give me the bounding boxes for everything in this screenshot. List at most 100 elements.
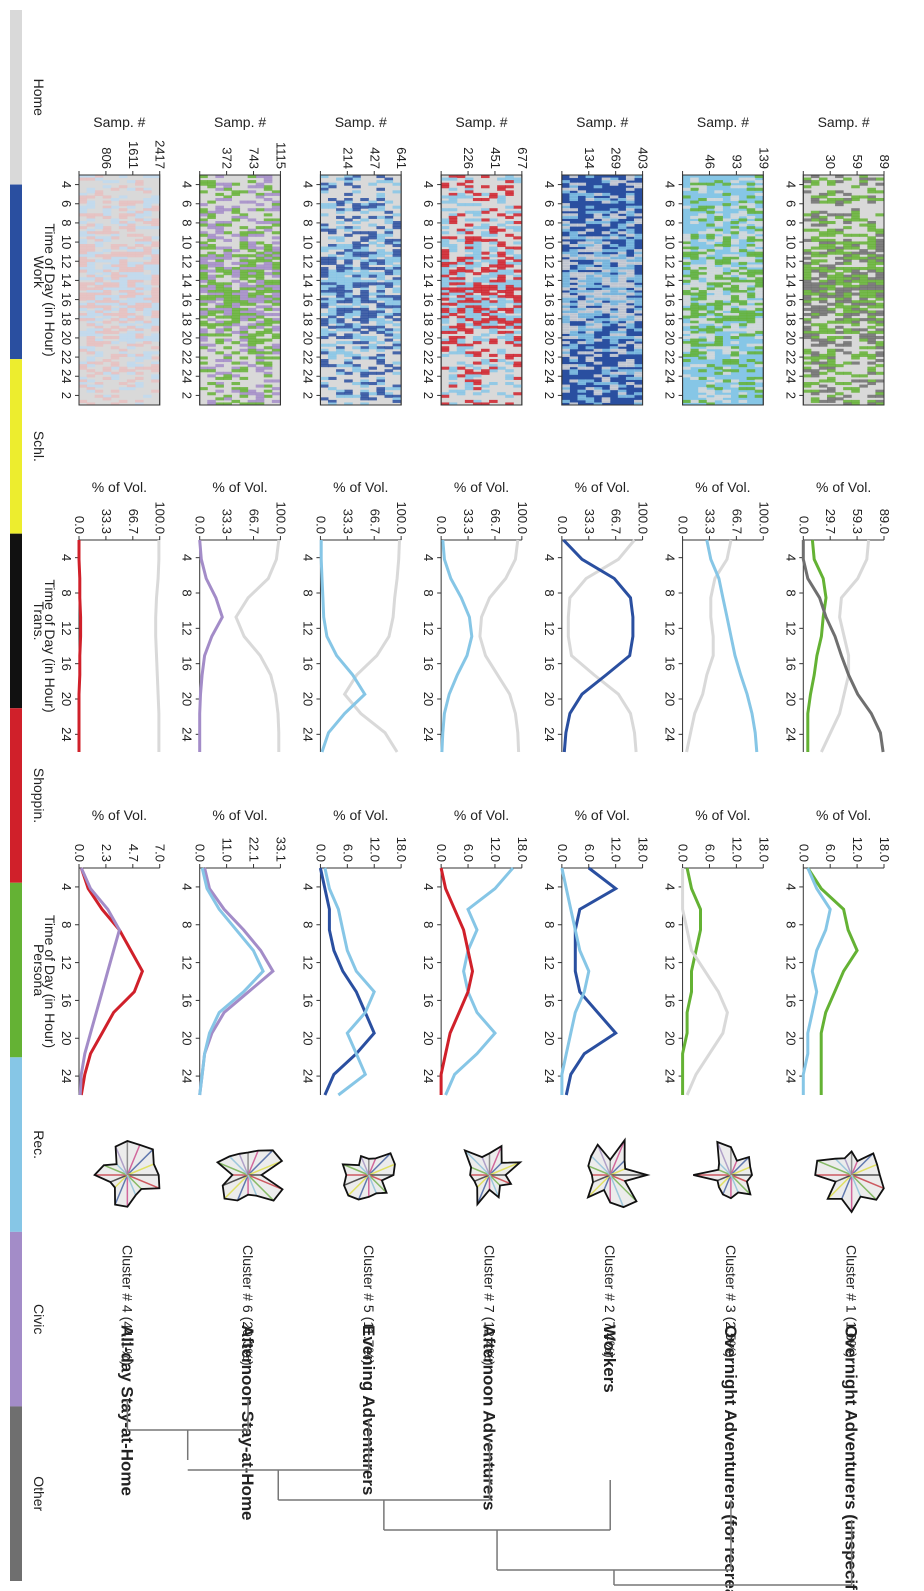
heatmap-cell — [867, 300, 876, 304]
heatmap-cell — [561, 287, 570, 291]
y-axis-label: Samp. # — [576, 114, 628, 130]
heatmap-cell — [199, 203, 208, 207]
heatmap-cell — [625, 371, 635, 375]
heatmap-cell — [263, 198, 273, 202]
heatmap-cell — [472, 261, 482, 265]
heatmap-cell — [497, 302, 506, 306]
heatmap-cell — [569, 182, 578, 186]
heatmap-cell — [843, 284, 852, 288]
heatmap-cell — [456, 195, 466, 199]
heatmap-cell — [569, 279, 578, 283]
heatmap-cell — [851, 320, 860, 324]
heatmap-cell — [448, 200, 458, 204]
heatmap-cell — [489, 338, 498, 342]
heatmap-cell — [94, 177, 104, 181]
series-line — [234, 539, 281, 752]
heatmap-cell — [706, 351, 715, 355]
heatmap-cell — [722, 302, 731, 306]
x-tick-label: 12 — [300, 955, 315, 969]
heatmap-cell — [706, 353, 715, 357]
heatmap-cell — [207, 348, 216, 352]
heatmap-cell — [706, 210, 715, 214]
heatmap-cell — [481, 218, 490, 222]
heatmap-cell — [826, 251, 836, 255]
heatmap-cell — [593, 302, 603, 306]
heatmap-cell — [730, 282, 740, 286]
x-tick-label: 12 — [421, 254, 436, 268]
heatmap-cell — [593, 292, 603, 296]
heatmap-cell — [682, 307, 691, 311]
heatmap-cell — [826, 366, 836, 370]
heatmap-cell — [682, 287, 691, 291]
x-tick-label: 4 — [421, 883, 436, 890]
heatmap-cell — [818, 254, 828, 258]
heatmap-cell — [352, 203, 361, 207]
heatmap-cell — [810, 282, 820, 286]
heatmap-cell — [843, 192, 852, 196]
heatmap-cell — [448, 244, 458, 248]
heatmap-cell — [818, 300, 828, 304]
heatmap-cell — [859, 241, 868, 245]
heatmap-cell — [319, 267, 329, 271]
heatmap-cell — [867, 371, 876, 375]
heatmap-cell — [593, 361, 603, 365]
heatmap-cell — [505, 307, 514, 311]
heatmap-cell — [577, 341, 587, 345]
heatmap-cell — [94, 244, 104, 248]
heatmap-cell — [730, 333, 740, 337]
heatmap-cell — [698, 287, 707, 291]
heatmap-cell — [126, 213, 136, 217]
heatmap-cell — [481, 305, 490, 309]
heatmap-cell — [561, 353, 570, 357]
heatmap-cell — [86, 389, 96, 393]
heatmap-cell — [513, 226, 522, 230]
heatmap-cell — [609, 371, 619, 375]
heatmap-cell — [722, 241, 731, 245]
heatmap-cell — [271, 399, 281, 403]
heatmap-cell — [698, 187, 707, 191]
heatmap-cell — [625, 277, 635, 281]
heatmap-cell — [746, 195, 756, 199]
heatmap-cell — [802, 264, 812, 268]
heatmap-cell — [634, 287, 643, 291]
heatmap-cell — [561, 251, 570, 255]
heatmap-cell — [344, 244, 353, 248]
heatmap-cell — [826, 353, 836, 357]
heatmap-cell — [513, 376, 522, 380]
heatmap-cell — [352, 302, 361, 306]
legend-swatch — [10, 184, 22, 360]
y-tick-label: 66.7 — [367, 509, 382, 534]
heatmap-cell — [440, 341, 450, 345]
star-spoke — [476, 1174, 491, 1205]
heatmap-cell — [634, 259, 643, 263]
x-tick-label: 2 — [300, 392, 315, 399]
heatmap-cell — [384, 394, 394, 398]
heatmap-cell — [376, 274, 385, 278]
heatmap-cell — [569, 274, 578, 278]
heatmap-cell — [344, 198, 353, 202]
heatmap-cell — [875, 267, 884, 271]
heatmap-cell — [746, 320, 756, 324]
heatmap-cell — [344, 208, 353, 212]
heatmap-cell — [754, 185, 764, 189]
heatmap-cell — [843, 382, 852, 386]
heatmap-cell — [577, 256, 587, 260]
heatmap-cell — [859, 279, 868, 283]
heatmap-cell — [497, 187, 506, 191]
heatmap-cell — [215, 310, 224, 314]
heatmap-cell — [102, 215, 112, 219]
heatmap-cell — [368, 241, 377, 245]
heatmap-cell — [851, 267, 860, 271]
heatmap-cell — [199, 223, 208, 227]
x-tick-label: 4 — [783, 554, 798, 561]
heatmap-cell — [392, 313, 402, 317]
heatmap-cell — [110, 267, 120, 271]
heatmap-cell — [875, 182, 884, 186]
heatmap-cell — [215, 210, 224, 214]
heatmap-cell — [682, 300, 691, 304]
heatmap-cell — [690, 307, 699, 311]
series-line — [801, 540, 885, 753]
heatmap-cell — [456, 320, 466, 324]
heatmap-cell — [360, 267, 369, 271]
heatmap-cell — [746, 315, 756, 319]
